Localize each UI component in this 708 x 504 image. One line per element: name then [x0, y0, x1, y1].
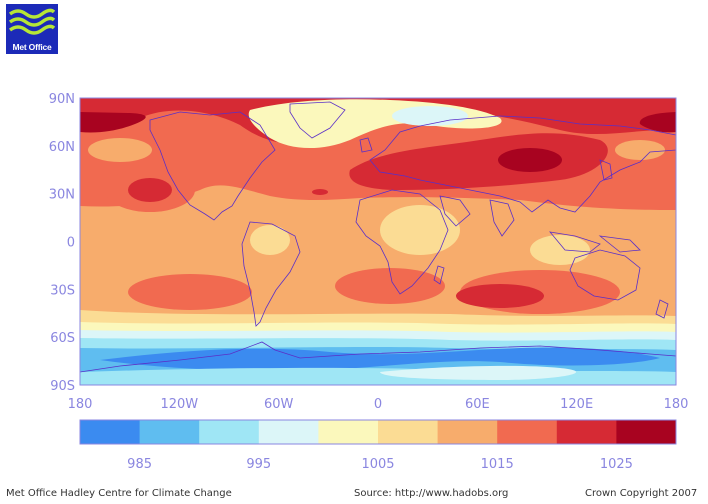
plot-frame — [79, 97, 677, 386]
colorbar-swatch — [378, 420, 439, 444]
longitude-labels: 180 120W 60W 0 60E 120E 180 — [68, 397, 689, 412]
colorbar-swatch — [258, 420, 319, 444]
colorbar-label: 995 — [246, 457, 271, 472]
pressure-field — [80, 98, 676, 385]
lat-label: 30S — [50, 283, 75, 298]
colorbar-swatch — [318, 420, 379, 444]
footer-credit: Met Office Hadley Centre for Climate Cha… — [6, 488, 232, 499]
footer-source: Source: http://www.hadobs.org — [354, 488, 509, 499]
lat-label: 60S — [50, 331, 75, 346]
colorbar-labels: 985 995 1005 1015 1025 — [127, 457, 633, 472]
colorbar-swatch — [556, 420, 617, 444]
lon-label: 180 — [664, 397, 689, 412]
lat-label: 0 — [67, 236, 75, 251]
colorbar-label: 1005 — [361, 457, 394, 472]
colorbar-label: 1025 — [600, 457, 633, 472]
lon-label: 0 — [374, 397, 382, 412]
colorbar-swatch — [199, 420, 260, 444]
colorbar-swatch — [497, 420, 558, 444]
colorbar-label: 985 — [127, 457, 152, 472]
lon-label: 120W — [160, 397, 198, 412]
colorbar-swatch — [616, 420, 677, 444]
footer-copyright: Crown Copyright 2007 — [585, 488, 698, 499]
lon-label: 60W — [264, 397, 294, 412]
colorbar-swatch — [80, 420, 141, 444]
colorbar — [79, 419, 677, 445]
met-office-logo: Met Office — [6, 4, 58, 54]
lat-label: 30N — [49, 188, 75, 203]
colorbar-label: 1015 — [481, 457, 514, 472]
lon-label: 120E — [560, 397, 593, 412]
colorbar-frame — [79, 419, 677, 445]
logo-text: Met Office — [12, 42, 52, 52]
logo-wave-graphic — [8, 8, 56, 35]
lat-label: 90N — [49, 92, 75, 107]
colorbar-swatch — [437, 420, 498, 444]
colorbar-swatch — [139, 420, 200, 444]
latitude-labels: 90N 60N 30N 0 30S 60S 90S — [49, 92, 75, 394]
coastlines — [80, 101, 676, 373]
lat-label: 90S — [50, 379, 75, 394]
lon-label: 60E — [465, 397, 490, 412]
lat-label: 60N — [49, 140, 75, 155]
lon-label: 180 — [68, 397, 93, 412]
